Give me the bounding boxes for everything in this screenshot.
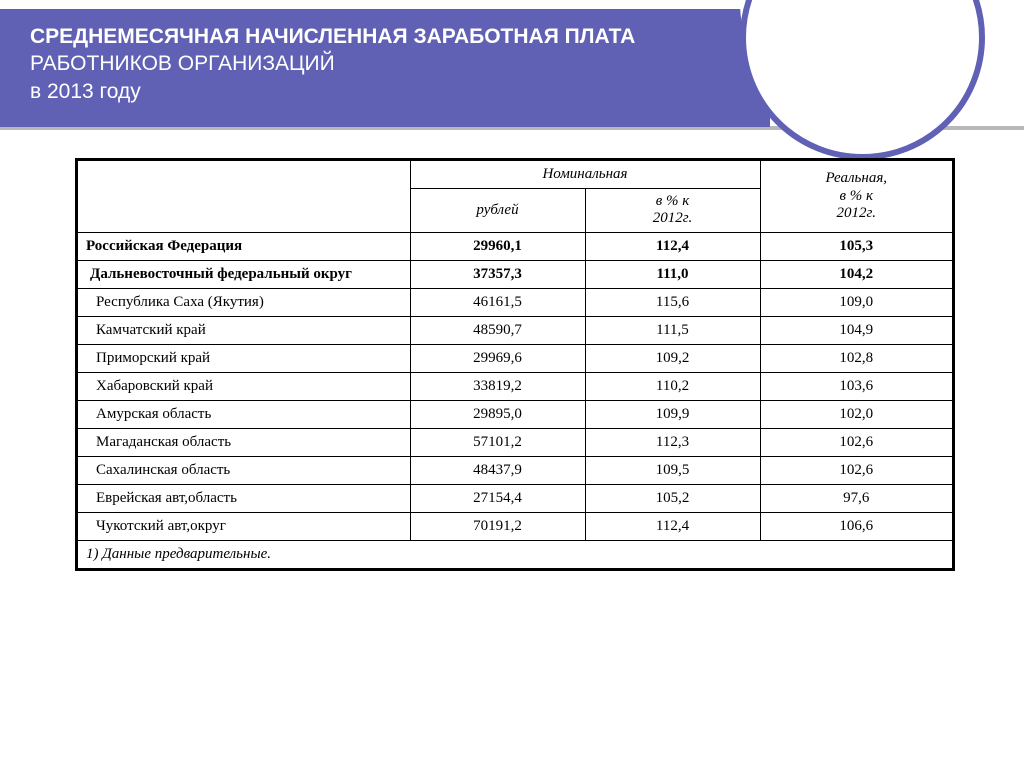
table-row: Приморский край29969,6109,2102,8	[78, 344, 953, 372]
region-real: 104,9	[760, 316, 953, 344]
th-empty	[78, 161, 411, 233]
th-rub: рублей	[410, 189, 585, 233]
dfo-name: Дальневосточный федеральный округ	[78, 260, 411, 288]
footnote-text: 1) Данные предварительные.	[78, 540, 953, 568]
region-rub: 48437,9	[410, 456, 585, 484]
region-real: 102,8	[760, 344, 953, 372]
region-rub: 46161,5	[410, 288, 585, 316]
region-rub: 70191,2	[410, 512, 585, 540]
salary-table: Номинальная Реальная, в % к 2012г. рубле…	[77, 160, 953, 569]
table-row: Амурская область29895,0109,9102,0	[78, 400, 953, 428]
region-pct: 105,2	[585, 484, 760, 512]
table-row: Сахалинская область48437,9109,5102,6	[78, 456, 953, 484]
region-pct: 112,4	[585, 512, 760, 540]
row-russian-federation: Российская Федерация 29960,1 112,4 105,3	[78, 232, 953, 260]
th-real: Реальная, в % к 2012г.	[760, 161, 953, 233]
rf-name: Российская Федерация	[78, 232, 411, 260]
title-line-3: в 2013 году	[30, 78, 750, 105]
region-pct: 109,5	[585, 456, 760, 484]
title-line-1: СРЕДНЕМЕСЯЧНАЯ НАЧИСЛЕННАЯ ЗАРАБОТНАЯ ПЛ…	[30, 23, 750, 50]
region-real: 106,6	[760, 512, 953, 540]
table-frame: Номинальная Реальная, в % к 2012г. рубле…	[75, 158, 955, 571]
row-footnote: 1) Данные предварительные.	[78, 540, 953, 568]
region-real: 102,0	[760, 400, 953, 428]
table-row: Магаданская область57101,2112,3102,6	[78, 428, 953, 456]
dfo-rub: 37357,3	[410, 260, 585, 288]
th-pct2012: в % к 2012г.	[585, 189, 760, 233]
region-real: 97,6	[760, 484, 953, 512]
region-name: Республика Саха (Якутия)	[78, 288, 411, 316]
region-name: Еврейская авт,область	[78, 484, 411, 512]
rf-real: 105,3	[760, 232, 953, 260]
region-name: Приморский край	[78, 344, 411, 372]
region-pct: 109,9	[585, 400, 760, 428]
decor-circle	[740, 0, 985, 160]
region-name: Амурская область	[78, 400, 411, 428]
table-row: Чукотский авт,округ70191,2112,4106,6	[78, 512, 953, 540]
dfo-real: 104,2	[760, 260, 953, 288]
region-real: 103,6	[760, 372, 953, 400]
table-row: Камчатский край48590,7111,5104,9	[78, 316, 953, 344]
table-row: Еврейская авт,область27154,4105,297,6	[78, 484, 953, 512]
region-real: 102,6	[760, 456, 953, 484]
region-rub: 29895,0	[410, 400, 585, 428]
row-dfo: Дальневосточный федеральный округ 37357,…	[78, 260, 953, 288]
region-pct: 110,2	[585, 372, 760, 400]
rf-pct: 112,4	[585, 232, 760, 260]
region-rub: 48590,7	[410, 316, 585, 344]
region-real: 109,0	[760, 288, 953, 316]
region-rub: 29969,6	[410, 344, 585, 372]
th-nominal: Номинальная	[410, 161, 760, 189]
region-name: Хабаровский край	[78, 372, 411, 400]
table-row: Хабаровский край33819,2110,2103,6	[78, 372, 953, 400]
table-row: Республика Саха (Якутия)46161,5115,6109,…	[78, 288, 953, 316]
region-rub: 57101,2	[410, 428, 585, 456]
region-pct: 109,2	[585, 344, 760, 372]
slide-header: СРЕДНЕМЕСЯЧНАЯ НАЧИСЛЕННАЯ ЗАРАБОТНАЯ ПЛ…	[0, 9, 770, 127]
title-line-2: РАБОТНИКОВ ОРГАНИЗАЦИЙ	[30, 50, 750, 77]
region-pct: 112,3	[585, 428, 760, 456]
region-rub: 33819,2	[410, 372, 585, 400]
region-name: Магаданская область	[78, 428, 411, 456]
table-header-row-1: Номинальная Реальная, в % к 2012г.	[78, 161, 953, 189]
region-name: Камчатский край	[78, 316, 411, 344]
region-name: Сахалинская область	[78, 456, 411, 484]
rf-rub: 29960,1	[410, 232, 585, 260]
region-pct: 111,5	[585, 316, 760, 344]
region-rub: 27154,4	[410, 484, 585, 512]
region-name: Чукотский авт,округ	[78, 512, 411, 540]
region-real: 102,6	[760, 428, 953, 456]
dfo-pct: 111,0	[585, 260, 760, 288]
region-pct: 115,6	[585, 288, 760, 316]
